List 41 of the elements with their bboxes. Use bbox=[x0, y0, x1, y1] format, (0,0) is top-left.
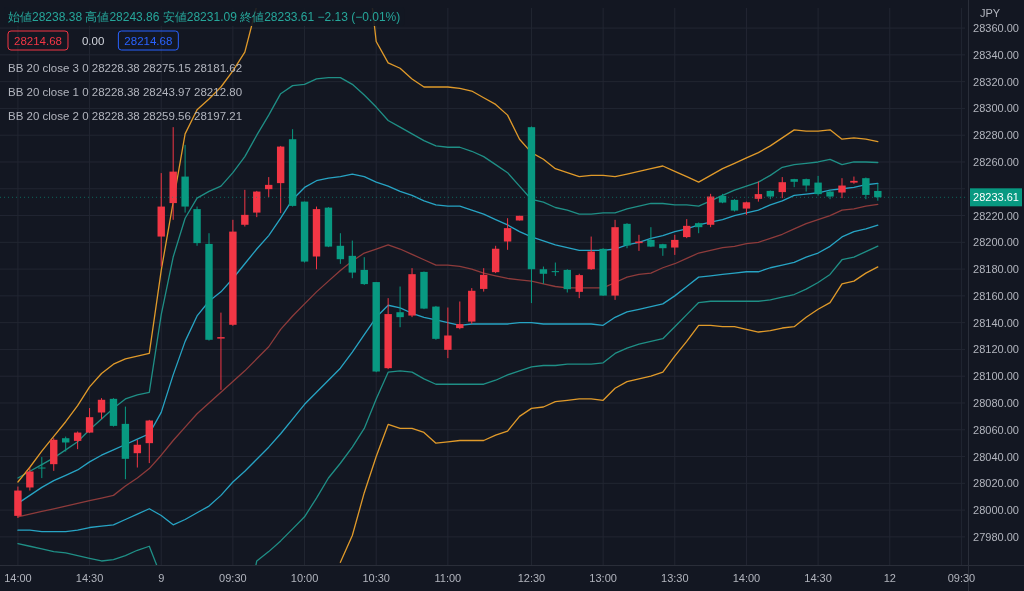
x-tick-label: 10:30 bbox=[362, 572, 390, 584]
y-tick-label: 28040.00 bbox=[973, 450, 1019, 463]
annotation: 28214.68 bbox=[14, 35, 62, 47]
y-tick-label: 28260.00 bbox=[973, 155, 1019, 168]
annotation: 0.00 bbox=[81, 35, 105, 47]
y-tick-label: 28160.00 bbox=[973, 289, 1019, 302]
annotation: BB 20 close 2 0 28228.38 28259.56 28197.21 bbox=[8, 110, 243, 122]
x-tick-label: 14:00 bbox=[732, 572, 761, 584]
y-tick-label: 28340.00 bbox=[973, 48, 1019, 61]
ref-line-label: 28233.61 bbox=[973, 191, 1019, 204]
line-series bbox=[339, 266, 879, 563]
x-tick-label: 12:30 bbox=[517, 572, 546, 584]
y-tick-label: 28020.00 bbox=[973, 477, 1019, 490]
y-tick-label: 28140.00 bbox=[973, 316, 1019, 329]
x-tick-label: 09:30 bbox=[219, 572, 247, 584]
y-tick-label: 27980.00 bbox=[973, 530, 1019, 543]
annotation: 28214.68 bbox=[124, 35, 173, 47]
y-tick-label: 28360.00 bbox=[973, 22, 1019, 35]
y-tick-label: 28320.00 bbox=[973, 75, 1019, 88]
x-tick-label: 12 bbox=[883, 572, 896, 584]
y-axis-title: JPY bbox=[980, 7, 1001, 19]
y-tick-label: 28080.00 bbox=[973, 396, 1019, 409]
y-tick-label: 28300.00 bbox=[973, 102, 1019, 115]
x-tick-label: 14:30 bbox=[75, 572, 104, 584]
x-tick-label: 11:00 bbox=[434, 572, 462, 584]
y-tick-label: 28100.00 bbox=[973, 370, 1019, 383]
y-tick-label: 28180.00 bbox=[973, 263, 1019, 276]
x-tick-label: 13:30 bbox=[661, 572, 689, 584]
chart-title: 始値28238.38 高値28243.86 安値28231.09 終値28233.61 −2.13 (−0.01%) bbox=[8, 10, 401, 24]
x-tick-label: 09:30 bbox=[947, 572, 976, 584]
x-tick-label: 13:00 bbox=[589, 572, 617, 584]
x-tick-label: 14:30 bbox=[804, 572, 832, 584]
y-tick-label: 28200.00 bbox=[973, 236, 1019, 249]
y-tick-label: 28000.00 bbox=[973, 504, 1019, 517]
y-tick-label: 28220.00 bbox=[973, 209, 1019, 222]
y-tick-label: 28280.00 bbox=[973, 129, 1019, 142]
y-tick-label: 28060.00 bbox=[973, 423, 1019, 436]
x-tick-label: 14:00 bbox=[4, 572, 32, 584]
y-tick-label: 28120.00 bbox=[973, 343, 1019, 356]
x-tick-label: 10:00 bbox=[290, 572, 319, 584]
x-tick-label: 9 bbox=[158, 572, 165, 584]
